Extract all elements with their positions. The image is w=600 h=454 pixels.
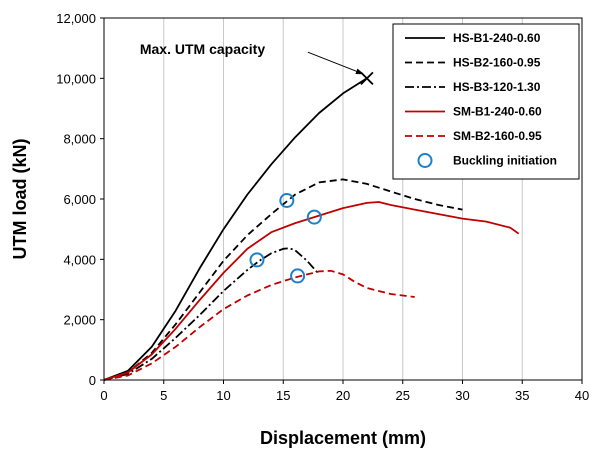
- y-tick-label: 6,000: [63, 192, 96, 207]
- y-tick-label: 12,000: [56, 11, 96, 26]
- max-capacity-x-marker: [360, 71, 374, 85]
- x-tick-label: 40: [575, 388, 589, 403]
- legend-label: HS-B2-160-0.95: [453, 56, 541, 70]
- x-axis-title: Displacement (mm): [260, 428, 426, 448]
- legend-label: HS-B3-120-1.30: [453, 80, 541, 94]
- x-tick-label: 5: [160, 388, 167, 403]
- series-line-2: [103, 178, 463, 381]
- buckling-marker: [306, 209, 322, 225]
- buckling-markers: [249, 193, 322, 284]
- legend-label: SM-B1-240-0.60: [453, 105, 542, 119]
- x-tick-label: 30: [455, 388, 469, 403]
- legend-label: HS-B1-240-0.60: [453, 31, 541, 45]
- x-tick-label: 15: [276, 388, 290, 403]
- gridlines: [163, 18, 523, 380]
- legend-label: SM-B2-160-0.95: [453, 129, 542, 143]
- annotation: Max. UTM capacity: [140, 41, 374, 85]
- y-tick-label: 10,000: [56, 71, 96, 86]
- x-tick-label: 10: [216, 388, 230, 403]
- buckling-marker: [249, 252, 265, 268]
- series-line-5: [103, 269, 415, 381]
- y-tick-label: 8,000: [63, 132, 96, 147]
- axes: 0 5 10 15 20 25 30 35 40 0 2,000 4,000 6,000 8,000 10,…: [56, 11, 589, 403]
- legend: HS-B1-240-0.60 HS-B2-160-0.95 HS-B3-120-1.…: [392, 23, 580, 180]
- legend-label: Buckling initiation: [453, 154, 557, 168]
- series-line-4: [103, 201, 520, 381]
- y-axis-title: UTM load (kN): [10, 139, 30, 260]
- series-line-1: [103, 77, 368, 381]
- annotation-arrow: [307, 51, 364, 75]
- annotation-text: Max. UTM capacity: [140, 41, 265, 57]
- y-tick-label: 0: [89, 373, 96, 388]
- x-tick-label: 0: [100, 388, 107, 403]
- buckling-marker: [290, 268, 306, 284]
- x-tick-label: 35: [515, 388, 529, 403]
- x-tick-label: 20: [336, 388, 350, 403]
- legend-marker-swatch: [417, 153, 433, 168]
- buckling-marker: [279, 193, 295, 209]
- x-tick-label: 25: [396, 388, 410, 403]
- y-tick-label: 2,000: [63, 313, 96, 328]
- y-tick-label: 4,000: [63, 252, 96, 267]
